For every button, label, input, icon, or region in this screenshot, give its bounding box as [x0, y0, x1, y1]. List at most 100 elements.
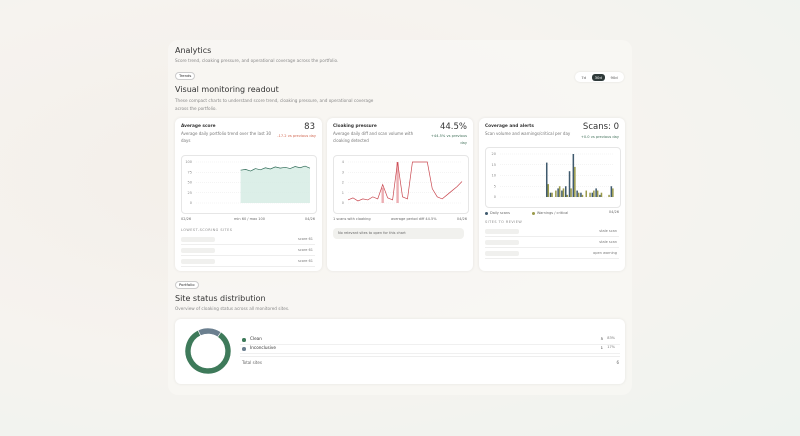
y-tick-label: 5: [494, 184, 496, 188]
legend: Daily scans Warnings / critical: [485, 210, 568, 216]
bar: [585, 190, 588, 197]
bar: [557, 188, 559, 197]
section-title: Site status distribution: [175, 294, 266, 303]
divider: [240, 356, 620, 357]
range-option[interactable]: 30d: [591, 73, 605, 81]
line: [240, 165, 311, 172]
card-title: Average score: [181, 124, 216, 129]
chart-footer: 04/26: [608, 210, 619, 214]
card-metric: 83: [304, 122, 315, 132]
legend-share: 17%: [607, 345, 615, 349]
section-description: Overview of cloaking status across all m…: [175, 306, 290, 311]
y-tick-label: 2: [342, 181, 344, 185]
donut-chart: [184, 327, 232, 375]
page-title: Analytics: [175, 46, 212, 55]
total-value: 6: [616, 360, 619, 365]
list-title: SITES TO REVIEW: [485, 220, 523, 224]
y-tick-label: 4: [342, 160, 345, 164]
legend-count: 1: [600, 345, 603, 350]
y-tick-label: 10: [492, 174, 496, 178]
legend-item: Daily scans: [485, 210, 510, 216]
legend-label: Inconclusive: [250, 345, 276, 350]
bar: [562, 188, 565, 197]
placeholder: [485, 229, 519, 234]
card-change: -17.2 vs previous day: [277, 134, 316, 138]
chart: 0 1 2 3 4: [333, 155, 469, 214]
legend-swatch: [242, 347, 246, 351]
chart-footer: 1 scans with cloaking: [333, 217, 371, 221]
card-change: +0.0 vs previous day: [580, 135, 619, 139]
y-tick-label: 20: [492, 152, 496, 156]
page-subtitle: Score trend, cloaking pressure, and oper…: [175, 58, 339, 63]
empty-note: No relevant sites to open for this chart: [333, 228, 464, 239]
legend-share: 83%: [607, 336, 615, 340]
bar: [596, 190, 599, 197]
y-tick-label: 100: [185, 160, 192, 164]
legend-swatch: [485, 211, 488, 215]
donut-slice: [184, 329, 232, 375]
range-option[interactable]: 7d: [581, 74, 587, 80]
area: [240, 166, 310, 203]
legend-row: Clean 5 83%: [240, 336, 620, 345]
range-option[interactable]: 90d: [610, 74, 618, 80]
card-metric: Scans: 0: [582, 122, 619, 132]
list: score 61 score 61 score 61: [181, 236, 315, 269]
list-row: stale scan: [485, 239, 619, 248]
chart-footer: average period diff 44.5%: [391, 217, 437, 221]
legend-count: 5: [600, 336, 603, 341]
total-label: Total sites: [242, 360, 262, 365]
legend-swatch: [531, 211, 535, 215]
placeholder: [485, 251, 519, 256]
line: [347, 161, 463, 202]
chart-footer: 04/26: [456, 217, 467, 221]
y-tick-label: 1: [342, 191, 344, 195]
y-tick-label: 0: [494, 195, 496, 199]
section-description: These compact charts to understand score…: [175, 98, 374, 111]
bar: [608, 194, 610, 197]
bar: [545, 162, 548, 197]
chart-footer: 04/26: [304, 217, 315, 221]
row-text: open warning: [593, 251, 617, 255]
card: [327, 118, 473, 271]
row-text: stale scan: [599, 240, 617, 244]
bar: [381, 187, 384, 203]
bar: [396, 162, 399, 203]
bar: [555, 190, 557, 197]
card-metric: 44.5%: [439, 122, 467, 132]
placeholder: [485, 240, 519, 245]
bar: [595, 188, 597, 197]
bar: [612, 188, 614, 197]
list-row: score 61: [181, 236, 315, 245]
chart-footer: min 60 / max 100: [234, 217, 265, 221]
bar: [589, 192, 591, 197]
row-text: stale scan: [599, 229, 617, 233]
row-text: score 61: [298, 248, 313, 252]
row-text: score 61: [298, 259, 313, 263]
bar: [580, 192, 582, 197]
section-title: Visual monitoring readout: [175, 85, 279, 94]
bar: [568, 171, 571, 197]
list-title: LOWEST-SCORING SITES: [181, 228, 233, 232]
card-title: Cloaking pressure: [333, 124, 377, 129]
legend-row: Inconclusive 1 17%: [240, 345, 620, 354]
bar: [572, 154, 575, 197]
card-description: Average daily portfolio trend over the l…: [181, 131, 272, 143]
bar: [610, 186, 613, 197]
legend: Clean 5 83% Inconclusive 1 17%: [240, 336, 620, 354]
legend-label: Warnings / critical: [536, 211, 569, 215]
bar: [561, 190, 563, 197]
placeholder: [181, 248, 215, 253]
bar: [593, 190, 595, 197]
list-row: score 61: [181, 258, 315, 267]
bar: [566, 194, 569, 197]
bar: [591, 192, 594, 197]
legend-swatch: [242, 338, 246, 342]
bar: [581, 194, 584, 197]
bar: [576, 190, 578, 197]
placeholder: [181, 237, 215, 242]
bar: [599, 194, 601, 197]
range-selector: 7d 30d 90d: [575, 72, 624, 82]
y-tick-label: 15: [492, 163, 496, 167]
card-title: Coverage and alerts: [485, 124, 534, 129]
